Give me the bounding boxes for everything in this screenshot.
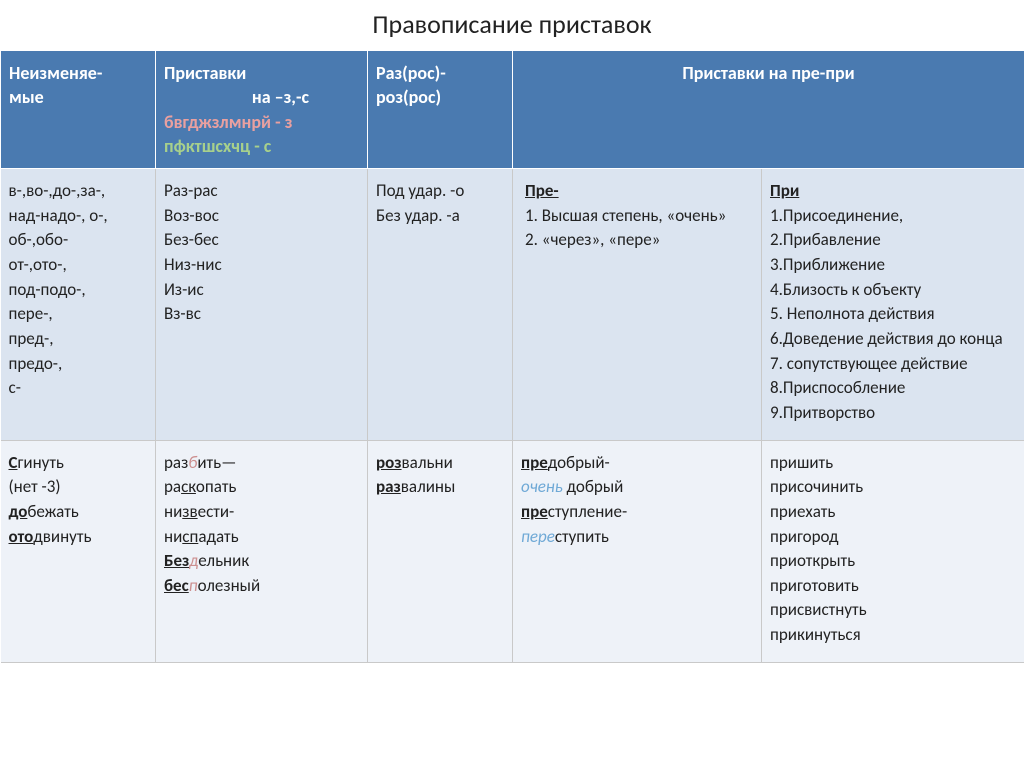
pre-rule-1: 1. Высшая степень, «очень» [525, 204, 753, 229]
header-col2-z-cons: бвгджзлмнрй [164, 111, 271, 133]
ex-pre: предобрый- очень добрый преступление- пе… [513, 440, 762, 662]
header-col2-line1: Приставки [164, 62, 246, 84]
page-title: Правописание приставок [0, 0, 1024, 50]
pre-rule-2: 2. «через», «пере» [525, 228, 753, 253]
ex-pri: пришить присочинить приехать пригород пр… [762, 440, 1024, 662]
cell-pri: При 1.Присоединение, 2.Прибавление 3.При… [762, 169, 1024, 440]
pri-rule: 5. Неполнота действия [770, 302, 1016, 327]
pri-rule: 4.Близость к объекту [770, 278, 1016, 303]
pri-rule: 6.Доведение действия до конца [770, 327, 1016, 352]
ex-neizm: Сгинуть (нет -3) добежать отодвинуть [1, 440, 156, 662]
header-col1: Неизменяе- мые [1, 51, 156, 169]
pri-rule: 1.Присоединение, [770, 204, 1016, 229]
header-col2: Приставки на –з,-с бвгджзлмнрй - з пфктш… [156, 51, 368, 169]
pri-rule: 8.Приспособление [770, 376, 1016, 401]
ex-zs: разбить— раскопать низвести- ниспадать Б… [156, 440, 368, 662]
cell-razroz: Под удар. -о Без удар. -а [368, 169, 513, 440]
examples-row: Сгинуть (нет -3) добежать отодвинуть раз… [1, 440, 1024, 662]
header-col2-s-end: - с [250, 135, 271, 157]
prefix-table: Неизменяе- мые Приставки на –з,-с бвгджз… [0, 50, 1024, 663]
header-col2-line2: на –з,-с [252, 86, 309, 108]
header-row: Неизменяе- мые Приставки на –з,-с бвгджз… [1, 51, 1024, 169]
pri-rule: 9.Притворство [770, 401, 1016, 426]
pre-title: Пре- [525, 180, 559, 201]
header-col3: Раз(рос)- роз(рос) [368, 51, 513, 169]
pri-rule: 3.Приближение [770, 253, 1016, 278]
cell-pre: Пре- 1. Высшая степень, «очень» 2. «чере… [513, 169, 762, 440]
pri-title: При [770, 180, 799, 201]
rules-row: в-,во-,до-,за-, над-надо-, о-, об-,обо- … [1, 169, 1024, 440]
cell-neizm: в-,во-,до-,за-, над-надо-, о-, об-,обо- … [1, 169, 156, 440]
cell-zs: Раз-рас Воз-вос Без-бес Низ-нис Из-ис Вз… [156, 169, 368, 440]
pri-rule: 2.Прибавление [770, 228, 1016, 253]
pri-rule: 7. сопутствующее действие [770, 352, 1016, 377]
ex-razroz: розвальни развалины [368, 440, 513, 662]
header-col2-s-cons: пфктшсхчц [164, 135, 250, 157]
header-col4: Приставки на пре-при [513, 51, 1024, 169]
header-col2-z-end: - з [271, 111, 292, 133]
